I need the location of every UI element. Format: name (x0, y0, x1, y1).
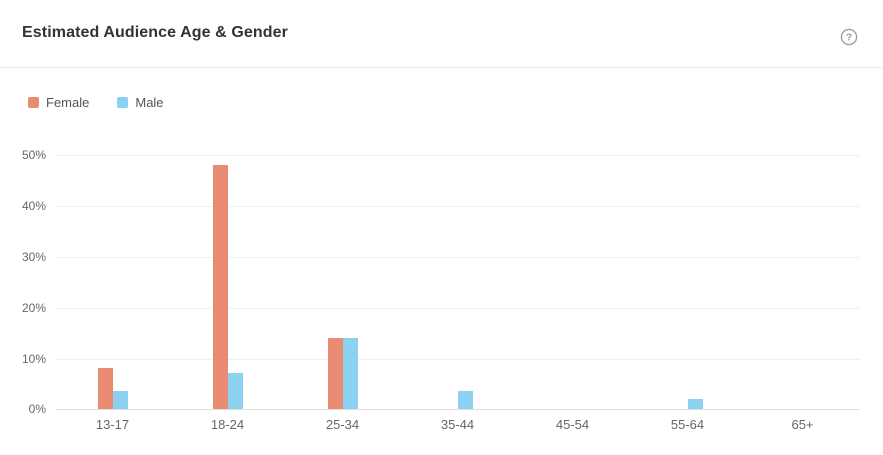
gridline (55, 206, 860, 207)
y-axis-label: 30% (21, 250, 46, 264)
gridline (55, 257, 860, 258)
gridline (55, 155, 860, 156)
y-axis-label: 40% (21, 199, 46, 213)
bar-male-55-64[interactable] (687, 398, 703, 409)
x-axis-label: 18-24 (210, 417, 245, 432)
legend-item-female[interactable]: Female (28, 95, 89, 110)
x-axis-label: 35-44 (440, 417, 475, 432)
male-swatch-icon (117, 97, 129, 108)
page-title: Estimated Audience Age & Gender (22, 24, 288, 41)
y-axis-label: 10% (21, 352, 46, 366)
y-axis-label: 20% (21, 301, 46, 315)
help-icon[interactable]: ? (840, 28, 858, 46)
x-axis-label: 65+ (791, 417, 814, 432)
bar-female-25-34[interactable] (327, 337, 343, 409)
x-axis-label: 25-34 (325, 417, 360, 432)
bar-female-13-17[interactable] (97, 368, 113, 409)
bar-male-13-17[interactable] (112, 391, 128, 409)
x-axis-label: 45-54 (555, 417, 590, 432)
bar-male-18-24[interactable] (227, 373, 243, 409)
x-axis-label: 55-64 (670, 417, 705, 432)
bar-female-18-24[interactable] (212, 165, 228, 409)
x-axis-line (55, 409, 860, 410)
legend-label: Male (135, 95, 164, 110)
legend-label: Female (46, 95, 90, 110)
legend-item-male[interactable]: Male (117, 95, 164, 110)
gridline (55, 359, 860, 360)
header-divider (0, 67, 883, 68)
bar-chart: 13-17 18-24 25-34 35-44 45-54 55-64 65+ 0% 10% 2… (0, 148, 883, 432)
x-axis-label: 13-17 (95, 417, 130, 432)
bar-male-35-44[interactable] (457, 391, 473, 409)
y-axis-label: 50% (21, 148, 46, 162)
female-swatch-icon (28, 97, 39, 108)
gridline (55, 308, 860, 309)
plot-area: 13-17 18-24 25-34 35-44 45-54 55-64 65+ (55, 155, 860, 432)
svg-text:?: ? (846, 32, 852, 44)
y-axis-label: 0% (28, 402, 46, 416)
chart-legend: Female Male (28, 95, 164, 110)
bar-male-25-34[interactable] (342, 337, 358, 409)
